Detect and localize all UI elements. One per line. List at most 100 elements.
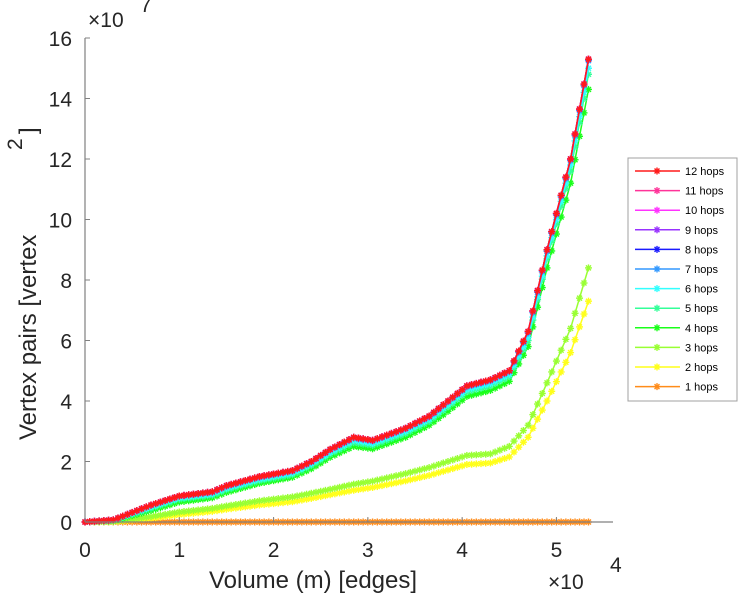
data-point-marker	[274, 469, 282, 477]
data-point-marker	[515, 443, 523, 451]
y-tick-label: 2	[60, 452, 72, 475]
data-point-marker	[543, 379, 551, 387]
data-point-marker	[543, 246, 551, 254]
data-point-marker	[534, 415, 542, 423]
data-point-marker	[576, 105, 584, 113]
data-point-marker	[208, 504, 216, 512]
data-point-marker	[529, 307, 537, 315]
data-point-marker	[265, 471, 273, 479]
legend-marker-icon	[653, 285, 661, 293]
data-point-marker	[204, 488, 212, 496]
data-point-marker	[580, 310, 588, 318]
legend-item: 10 hops	[635, 205, 725, 217]
data-point-marker	[524, 433, 532, 441]
data-point-marker	[420, 465, 428, 473]
legend-item: 12 hops	[635, 166, 725, 178]
legend-label: 2 hops	[685, 362, 719, 374]
data-point-marker	[534, 400, 542, 408]
legend-label: 3 hops	[685, 342, 719, 354]
data-point-marker	[307, 458, 315, 465]
series-12-hops	[81, 55, 592, 526]
data-point-marker	[453, 454, 461, 462]
data-point-marker	[369, 484, 377, 492]
data-point-marker	[519, 426, 527, 434]
data-point-marker	[584, 55, 592, 63]
legend-marker-icon	[653, 245, 661, 253]
data-point-marker	[453, 389, 461, 397]
y-tick-label: 16	[49, 28, 72, 51]
data-point-marker	[284, 493, 292, 501]
data-point-marker	[552, 378, 560, 386]
data-point-marker	[552, 357, 560, 365]
legend-box	[627, 157, 738, 402]
x-tick-label: 3	[362, 539, 374, 562]
data-point-marker	[274, 495, 282, 503]
data-point-marker	[562, 335, 570, 343]
data-point-marker	[364, 484, 372, 492]
series-line	[84, 267, 590, 523]
legend-item: 1 hops	[635, 382, 719, 394]
data-point-marker	[472, 379, 480, 387]
y-tick-label: 8	[60, 270, 72, 293]
x-multiplier: ×10	[548, 571, 584, 594]
data-point-marker	[584, 85, 592, 93]
data-point-marker	[482, 377, 490, 385]
data-point-marker	[279, 468, 287, 476]
data-point-marker	[303, 490, 311, 498]
legend-label: 5 hops	[685, 303, 719, 315]
data-point-marker	[161, 510, 169, 518]
data-point-marker	[534, 287, 542, 295]
x-tick-label: 4	[456, 539, 468, 562]
data-point-marker	[584, 297, 592, 305]
data-point-marker	[232, 479, 240, 487]
data-point-marker	[425, 412, 433, 420]
data-point-marker	[255, 473, 263, 481]
data-point-marker	[350, 480, 358, 488]
series-2-hops	[81, 297, 592, 526]
legend-marker-icon	[653, 226, 661, 234]
data-point-marker	[510, 448, 518, 456]
legend-label: 12 hops	[685, 166, 725, 178]
legend-label: 11 hops	[685, 186, 724, 198]
legend-label: 1 hops	[685, 382, 719, 394]
legend-label: 6 hops	[685, 284, 719, 296]
data-point-marker	[189, 506, 197, 514]
legend-item: 3 hops	[635, 342, 719, 354]
legend-marker-icon	[653, 383, 661, 391]
data-point-marker	[567, 155, 575, 163]
data-point-marker	[552, 209, 560, 217]
data-point-marker	[501, 369, 509, 377]
data-point-marker	[576, 294, 584, 302]
data-point-marker	[222, 502, 230, 510]
data-point-marker	[567, 324, 575, 332]
data-point-marker	[567, 179, 575, 187]
legend-marker-icon	[653, 324, 661, 332]
data-point-marker	[392, 479, 400, 487]
data-point-marker	[449, 393, 457, 401]
legend-item: 2 hops	[635, 362, 719, 374]
x-axis-label: Volume (m) [edges]	[209, 567, 417, 594]
data-point-marker	[571, 130, 579, 138]
data-point-marker	[505, 442, 513, 450]
data-point-marker	[284, 467, 292, 475]
data-point-marker	[557, 191, 565, 199]
legend-item: 4 hops	[635, 323, 719, 335]
y-tick-label: 12	[49, 149, 72, 172]
data-point-marker	[435, 405, 443, 413]
legend-item: 5 hops	[635, 303, 719, 315]
data-point-marker	[270, 470, 278, 478]
x-tick-label: 0	[79, 539, 91, 562]
series-layer	[81, 55, 592, 526]
data-point-marker	[237, 500, 245, 508]
y-multiplier: ×10	[88, 9, 124, 32]
legend-marker-icon	[653, 187, 661, 195]
data-point-marker	[463, 392, 471, 400]
legend-item: 6 hops	[635, 284, 719, 296]
data-point-marker	[519, 438, 527, 446]
data-point-marker	[548, 387, 556, 395]
data-point-marker	[505, 367, 513, 375]
legend-label: 7 hops	[685, 264, 719, 276]
data-point-marker	[340, 488, 348, 496]
